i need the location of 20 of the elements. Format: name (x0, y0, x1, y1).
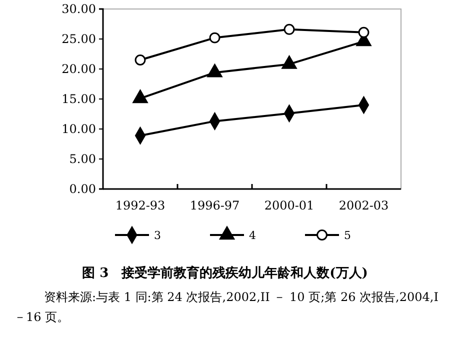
y-tick-label: 5.00 (69, 152, 96, 166)
x-tick-label: 1992-93 (115, 198, 166, 213)
point (284, 24, 295, 35)
y-tick-label: 0.00 (69, 182, 96, 196)
text: 资料来源:与表 1 同:第 24 次报告,2002,II － 10 页;第 26 次报告,2004,I－16 页。 (14, 290, 439, 324)
x-tick-label: 2000-01 (264, 198, 314, 213)
y-tick-label: 25.00 (62, 32, 96, 46)
y-tick-label: 15.00 (62, 92, 96, 106)
x-tick-label: 1996-97 (190, 198, 240, 213)
legend-label: 3 (154, 229, 161, 242)
point (358, 26, 370, 38)
text: 图 3 接受学前教育的残疾幼儿年龄和人数(万人) (82, 265, 368, 281)
point (134, 54, 146, 66)
y-tick-label: 20.00 (62, 62, 96, 76)
y-tick-label: 10.00 (62, 122, 96, 136)
legend-label: 4 (249, 229, 256, 242)
x-tick-label: 2002-03 (338, 198, 389, 213)
legend-label: 5 (344, 229, 351, 242)
point (209, 32, 220, 44)
y-tick-label: 30.00 (62, 2, 96, 16)
